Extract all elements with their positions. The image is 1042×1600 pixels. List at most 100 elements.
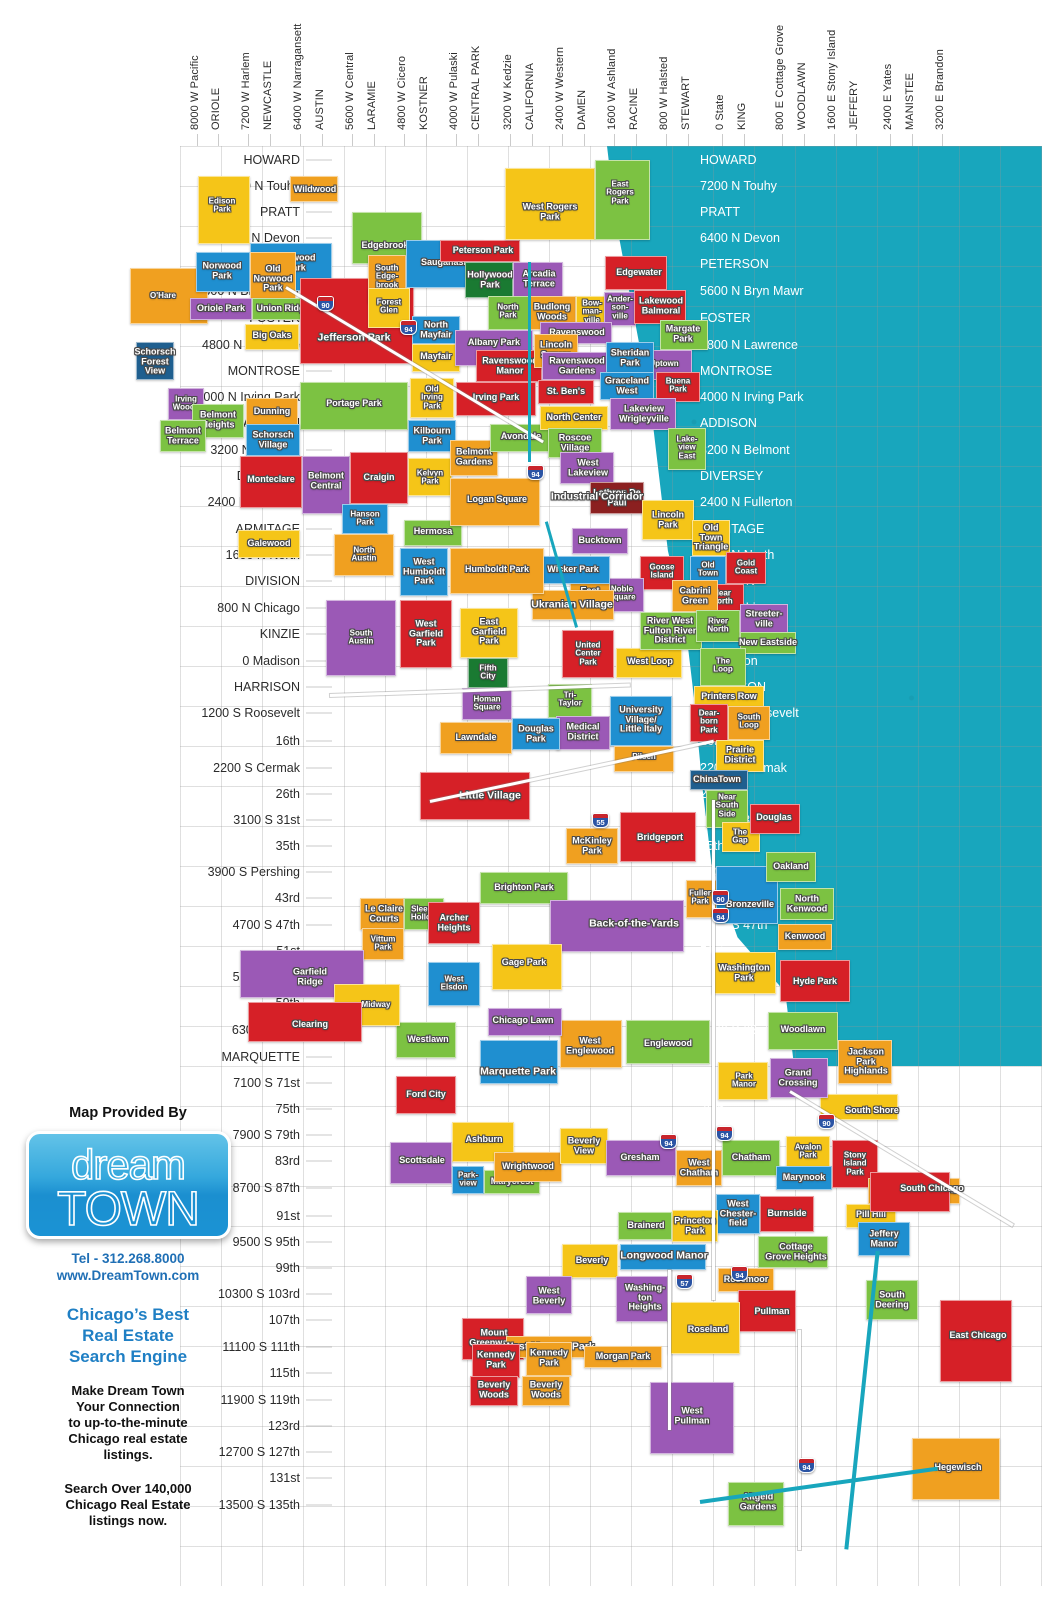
neighborhood-area[interactable]	[450, 478, 540, 526]
neighborhood-area[interactable]	[750, 804, 800, 834]
neighborhood-area[interactable]	[440, 722, 512, 754]
neighborhood-area[interactable]	[776, 1166, 832, 1190]
neighborhood-area[interactable]	[136, 342, 174, 380]
neighborhood-area[interactable]	[412, 316, 460, 344]
neighborhood-area[interactable]	[672, 1210, 718, 1242]
neighborhood-area[interactable]	[838, 1040, 892, 1084]
dreamtown-logo[interactable]: dream TOWN	[25, 1131, 231, 1239]
neighborhood-area[interactable]	[728, 1482, 784, 1526]
neighborhood-area[interactable]	[668, 1302, 740, 1354]
neighborhood-area[interactable]	[538, 380, 594, 404]
neighborhood-area[interactable]	[696, 610, 740, 642]
neighborhood-area[interactable]	[326, 600, 396, 676]
neighborhood-area[interactable]	[238, 530, 300, 558]
neighborhood-area[interactable]	[690, 770, 748, 790]
neighborhood-area[interactable]	[692, 520, 730, 556]
neighborhood-area[interactable]	[465, 262, 513, 298]
neighborhood-area[interactable]	[400, 548, 448, 596]
neighborhood-area[interactable]	[428, 902, 480, 944]
neighborhood-area[interactable]	[656, 372, 700, 402]
neighborhood-area[interactable]	[728, 706, 770, 740]
neighborhood-area[interactable]	[562, 1244, 618, 1278]
neighborhood-area[interactable]	[604, 292, 636, 326]
neighborhood-area[interactable]	[396, 1076, 456, 1114]
neighborhood-area[interactable]	[770, 1058, 828, 1098]
neighborhood-area[interactable]	[526, 1276, 572, 1314]
neighborhood-area[interactable]	[676, 1150, 722, 1186]
neighborhood-area[interactable]	[760, 1196, 814, 1232]
neighborhood-area[interactable]	[726, 552, 766, 584]
neighborhood-area[interactable]	[660, 320, 708, 350]
neighborhood-area[interactable]	[780, 888, 834, 920]
neighborhood-area[interactable]	[550, 900, 684, 952]
neighborhood-area[interactable]	[712, 952, 776, 994]
neighborhood-area[interactable]	[488, 1008, 562, 1036]
neighborhood-area[interactable]	[428, 962, 480, 1006]
neighborhood-area[interactable]	[738, 1290, 796, 1332]
neighborhood-area[interactable]	[616, 648, 682, 678]
neighborhood-area[interactable]	[488, 296, 530, 330]
neighborhood-area[interactable]	[780, 960, 850, 1002]
neighborhood-area[interactable]	[566, 828, 618, 864]
neighborhood-area[interactable]	[778, 924, 832, 950]
neighborhood-area[interactable]	[616, 1276, 668, 1322]
neighborhood-area[interactable]	[472, 1344, 520, 1378]
neighborhood-area[interactable]	[716, 1194, 760, 1234]
neighborhood-area[interactable]	[250, 252, 296, 300]
neighborhood-area[interactable]	[562, 630, 614, 678]
neighborhood-area[interactable]	[618, 1212, 672, 1240]
neighborhood-area[interactable]	[672, 580, 718, 612]
neighborhood-area[interactable]	[560, 1128, 608, 1164]
neighborhood-area[interactable]	[522, 1376, 570, 1406]
neighborhood-area[interactable]	[246, 424, 300, 456]
neighborhood-area[interactable]	[716, 740, 764, 772]
neighborhood-area[interactable]	[300, 382, 408, 430]
neighborhood-area[interactable]	[718, 1062, 768, 1100]
neighborhood-area[interactable]	[610, 398, 676, 430]
neighborhood-area[interactable]	[536, 556, 610, 584]
neighborhood-area[interactable]	[668, 428, 706, 470]
neighborhood-area[interactable]	[450, 548, 544, 594]
neighborhood-area[interactable]	[360, 898, 404, 930]
neighborhood-area[interactable]	[620, 812, 696, 862]
neighborhood-area[interactable]	[858, 1222, 910, 1256]
neighborhood-area[interactable]	[614, 746, 674, 772]
neighborhood-area[interactable]	[595, 160, 650, 240]
neighborhood-area[interactable]	[620, 1244, 706, 1270]
neighborhood-area[interactable]	[572, 528, 628, 554]
neighborhood-area[interactable]	[540, 406, 608, 430]
neighborhood-area[interactable]	[410, 378, 454, 418]
neighborhood-area[interactable]	[513, 262, 563, 298]
neighborhood-area[interactable]	[758, 1236, 828, 1268]
neighborhood-area[interactable]	[532, 590, 614, 620]
neighborhood-area[interactable]	[494, 1152, 562, 1182]
neighborhood-area[interactable]	[196, 252, 250, 292]
neighborhood-area[interactable]	[556, 716, 610, 750]
neighborhood-area[interactable]	[480, 1040, 558, 1084]
neighborhood-area[interactable]	[246, 398, 298, 426]
neighborhood-area[interactable]	[452, 1166, 484, 1194]
neighborhood-area[interactable]	[722, 1140, 780, 1176]
neighborhood-area[interactable]	[870, 1172, 950, 1212]
neighborhood-area[interactable]	[408, 420, 456, 452]
neighborhood-area[interactable]	[350, 452, 408, 504]
neighborhood-area[interactable]	[476, 350, 542, 382]
neighborhood-area[interactable]	[700, 648, 746, 686]
neighborhood-area[interactable]	[600, 372, 654, 400]
neighborhood-area[interactable]	[740, 632, 796, 654]
neighborhood-area[interactable]	[560, 452, 614, 484]
neighborhood-area[interactable]	[768, 1012, 838, 1050]
neighborhood-area[interactable]	[606, 342, 654, 374]
neighborhood-area[interactable]	[462, 688, 512, 720]
neighborhood-area[interactable]	[334, 534, 394, 576]
neighborhood-area[interactable]	[605, 256, 667, 290]
neighborhood-area[interactable]	[420, 772, 530, 820]
neighborhood-area[interactable]	[634, 290, 686, 324]
neighborhood-area[interactable]	[650, 1382, 734, 1454]
neighborhood-area[interactable]	[480, 872, 568, 904]
neighborhood-area[interactable]	[940, 1300, 1012, 1382]
neighborhood-area[interactable]	[786, 1136, 830, 1168]
neighborhood-area[interactable]	[912, 1438, 1000, 1500]
neighborhood-area[interactable]	[456, 382, 536, 416]
neighborhood-area[interactable]	[440, 240, 520, 262]
